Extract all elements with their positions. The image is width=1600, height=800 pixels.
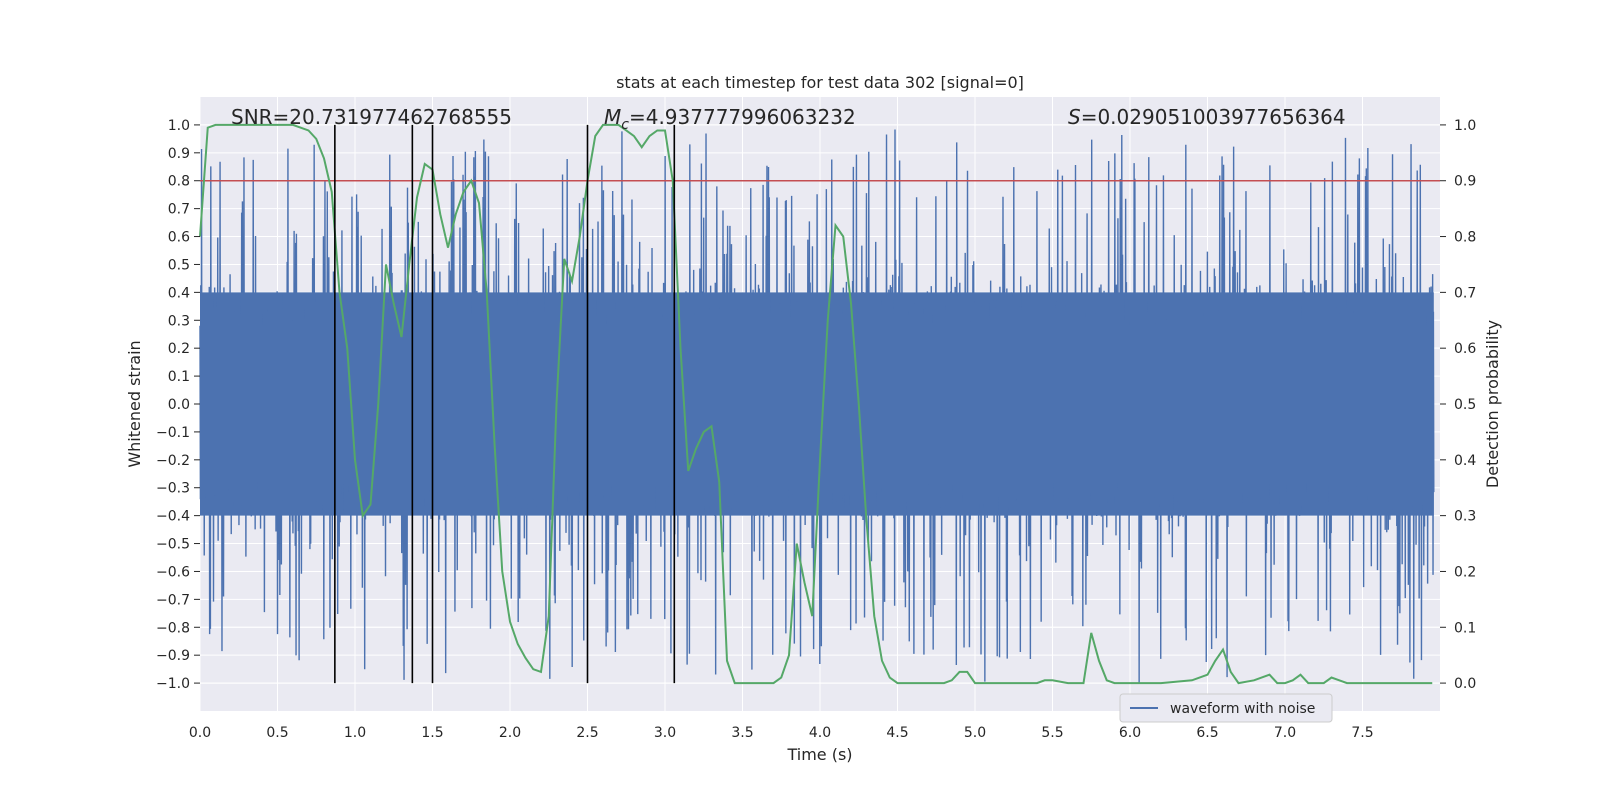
y2-axis-label: Detection probability	[1483, 320, 1502, 488]
y2-tick-label: 1.0	[1454, 118, 1476, 134]
y2-tick-label: 0.6	[1454, 341, 1476, 357]
y-tick-label: 0.1	[168, 369, 190, 385]
y-tick-label: −0.8	[156, 620, 190, 636]
noise-trace	[199, 129, 1435, 684]
y2-tick-label: 0.4	[1454, 453, 1476, 469]
y-tick-label: −1.0	[156, 676, 190, 692]
detection-probability-series	[199, 123, 1433, 685]
detection-probability-line	[199, 123, 1433, 685]
chirp-mass-subscript: c	[621, 117, 629, 133]
y-tick-label: 0.0	[168, 397, 190, 413]
legend: waveform with noise	[1119, 693, 1333, 723]
y2-tick-label: 0.0	[1454, 676, 1476, 692]
y-tick-label: 1.0	[168, 118, 190, 134]
y-tick-label: 0.7	[168, 202, 190, 218]
y-tick-label: 0.5	[168, 257, 190, 273]
x-axis-label: Time (s)	[786, 745, 852, 764]
y-tick-label: 0.9	[168, 146, 190, 162]
y-tick-label: −0.7	[156, 592, 190, 608]
y2-tick-label: 0.2	[1454, 564, 1476, 580]
y-tick-label: −0.4	[156, 509, 190, 525]
y-tick-label: −0.6	[156, 564, 190, 580]
y2-tick-label: 0.1	[1454, 620, 1476, 636]
y2-tick-label: 0.5	[1454, 397, 1476, 413]
chart-title: stats at each timestep for test data 302…	[616, 73, 1024, 92]
detection-vlines	[334, 124, 676, 684]
x-tick-label: 1.5	[421, 725, 443, 741]
x-tick-label: 6.5	[1196, 725, 1218, 741]
snr-annotation: SNR=20.731977462768555	[231, 105, 512, 129]
y-tick-label: 0.6	[168, 230, 190, 246]
x-tick-label: 0.0	[189, 725, 211, 741]
chirp-mass-symbol: M	[604, 105, 621, 129]
y-axis-label: Whitened strain	[125, 340, 144, 467]
noise-waveform	[199, 129, 1435, 684]
x-tick-label: 1.0	[344, 725, 366, 741]
y-tick-label: −0.9	[156, 648, 190, 664]
chirp-mass-value: =4.937777996063232	[629, 105, 856, 129]
y-tick-label: −0.2	[156, 453, 190, 469]
s-annotation: S=0.029051003977656364	[1068, 105, 1346, 129]
y-tick-label: 0.2	[168, 341, 190, 357]
y-tick-label: 0.3	[168, 313, 190, 329]
x-tick-label: 7.5	[1351, 725, 1373, 741]
x-tick-label: 3.5	[731, 725, 753, 741]
x-tick-label: 6.0	[1119, 725, 1141, 741]
y-axis-ticks: 1.0 0.9 0.8 0.7 0.6 0.5 0.4 0.3 0.2 0.1 0.0 −0.1 −0.…	[156, 118, 200, 692]
x-tick-label: 2.0	[499, 725, 521, 741]
x-axis-ticks: 0.0 0.5 1.0 1.5 2.0 2.5 3.0 3.5 4.0 4.5 5.0 5.5 6.0 6…	[189, 725, 1374, 741]
y-tick-label: −0.5	[156, 537, 190, 553]
x-tick-label: 0.5	[266, 725, 288, 741]
x-tick-label: 3.0	[654, 725, 676, 741]
x-tick-label: 4.0	[809, 725, 831, 741]
y2-tick-label: 0.8	[1454, 230, 1476, 246]
x-tick-label: 5.5	[1041, 725, 1063, 741]
s-symbol: S	[1068, 105, 1081, 129]
legend-label: waveform with noise	[1170, 701, 1315, 717]
y2-tick-label: 0.7	[1454, 285, 1476, 301]
y-tick-label: −0.3	[156, 481, 190, 497]
chirp-mass-annotation: Mc=4.937777996063232	[604, 105, 856, 133]
y-tick-label: −0.1	[156, 425, 190, 441]
y2-axis-ticks: 1.0 0.9 0.8 0.7 0.6 0.5 0.4 0.3 0.2 0.1 0.0	[1440, 118, 1476, 692]
y2-tick-label: 0.3	[1454, 509, 1476, 525]
x-tick-label: 5.0	[964, 725, 986, 741]
y-tick-label: 0.4	[168, 285, 190, 301]
y-tick-label: 0.8	[168, 174, 190, 190]
legend-box	[1119, 693, 1333, 723]
y2-tick-label: 0.9	[1454, 174, 1476, 190]
x-tick-label: 4.5	[886, 725, 908, 741]
s-value: =0.029051003977656364	[1081, 105, 1346, 129]
x-tick-label: 2.5	[576, 725, 598, 741]
x-tick-label: 7.0	[1274, 725, 1296, 741]
